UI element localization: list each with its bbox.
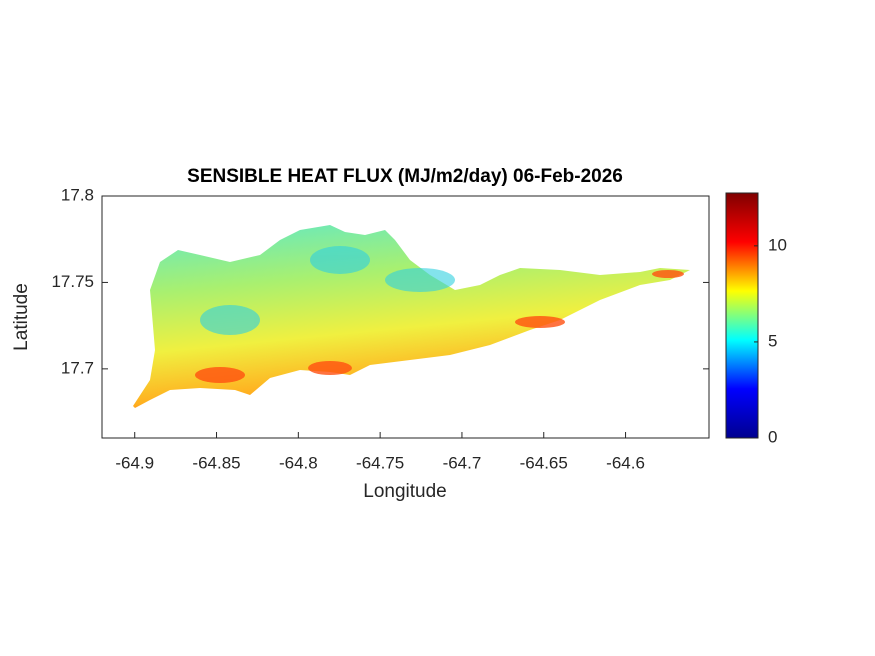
x-tick-label: -64.9 <box>115 453 154 472</box>
colorbar <box>725 192 759 439</box>
y-tick-label: 17.7 <box>61 358 94 377</box>
y-tick-label: 17.75 <box>51 272 94 291</box>
colorbar-tick-label: 0 <box>768 427 777 446</box>
cool-patches <box>200 246 455 335</box>
x-tick-label: -64.7 <box>443 453 482 472</box>
x-tick-label: -64.8 <box>279 453 318 472</box>
colorbar-tick-label: 5 <box>768 331 777 350</box>
chart-title: SENSIBLE HEAT FLUX (MJ/m2/day) 06-Feb-20… <box>187 166 623 187</box>
island-field <box>133 225 690 408</box>
y-axis-label: Latitude <box>11 283 32 351</box>
x-tick-label: -64.85 <box>192 453 240 472</box>
x-axis-label: Longitude <box>363 481 446 502</box>
x-tick-label: -64.75 <box>356 453 404 472</box>
hotspots <box>195 270 684 383</box>
colorbar-tick-label: 10 <box>768 235 787 254</box>
x-tick-label: -64.65 <box>520 453 568 472</box>
x-tick-label: -64.6 <box>606 453 645 472</box>
y-tick-label: 17.8 <box>61 185 94 204</box>
